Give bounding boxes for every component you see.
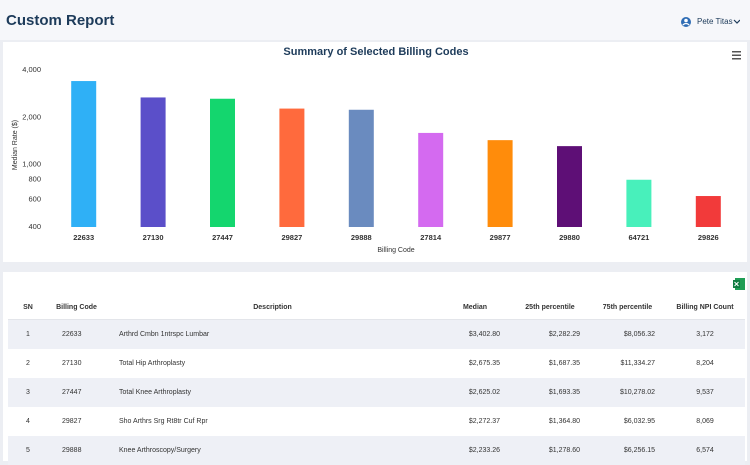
- table-cell: Total Hip Arthroplasty: [119, 360, 186, 367]
- table-row: 4 29827 Sho Arthrs Srg Rt8tr Cuf Rpr $2,272…: [8, 407, 745, 436]
- user-name[interactable]: Pete Titas: [697, 17, 733, 26]
- table-cell: $6,032.95: [623, 418, 655, 425]
- table-cell: Sho Arthrs Srg Rt8tr Cuf Rpr: [119, 418, 208, 425]
- x-tick-label: 27447: [212, 233, 233, 242]
- x-tick-label: 29877: [490, 233, 511, 242]
- table-cell: $10,278.02: [590, 378, 665, 407]
- table-cell: $1,278.60: [510, 436, 590, 465]
- table-cell: $2,233.26: [440, 436, 510, 465]
- table-cell: $2,282.29: [510, 319, 590, 349]
- table-cell: $3,402.80: [440, 319, 510, 349]
- table-cell: $11,334.27: [620, 360, 655, 367]
- table-cell: 29827: [62, 418, 82, 425]
- table-cell: $2,272.37: [468, 418, 500, 425]
- table-cell: $1,687.35: [548, 360, 580, 367]
- y-axis-label: Median Rate ($): [12, 120, 19, 170]
- column-header: Billing Code: [48, 296, 105, 320]
- table-cell: Arthrd Cmbn 1ntrspc Lumbar: [105, 319, 440, 349]
- bar: [695, 196, 721, 227]
- column-header: SN: [8, 296, 48, 320]
- bar: [557, 146, 582, 227]
- bar: [348, 109, 374, 227]
- column-header: 25th percentile: [510, 296, 590, 320]
- table-cell: 6,574: [665, 436, 745, 465]
- x-tick-label: 27130: [143, 233, 164, 242]
- table-cell: $1,364.80: [548, 418, 580, 425]
- x-tick-label: 29826: [698, 233, 719, 242]
- table-cell: $2,625.02: [440, 378, 510, 407]
- bar: [626, 179, 652, 227]
- chart-title: Summary of Selected Billing Codes: [283, 46, 468, 58]
- table-row: 2 27130 Total Hip Arthroplasty $2,675.35 $1,…: [8, 349, 745, 378]
- table-row: 5 29888 Knee Arthroscopy/Surgery $2,233.26 $…: [8, 436, 745, 465]
- column-header: 75th percentile: [590, 296, 665, 320]
- table-cell: 3,172: [665, 319, 745, 349]
- user-menu-icons[interactable]: [680, 16, 740, 28]
- chart-menu[interactable]: [732, 51, 741, 60]
- column-header: Median: [440, 296, 510, 320]
- table-cell: 5: [8, 436, 48, 465]
- y-tick-label: 4,000: [22, 65, 41, 74]
- x-tick-label: 29888: [351, 233, 372, 242]
- table-cell: $8,056.32: [590, 319, 665, 349]
- table-cell: 8,204: [696, 360, 714, 367]
- table-cell: $6,256.15: [590, 436, 665, 465]
- bar: [418, 132, 444, 227]
- table-cell: 22633: [48, 319, 105, 349]
- data-table: SN Billing Code Description Median 25th perc…: [8, 296, 745, 465]
- y-tick-label: 400: [28, 222, 41, 231]
- table-cell: 2: [26, 360, 30, 367]
- table-cell: 27447: [48, 378, 105, 407]
- bar: [279, 108, 305, 227]
- column-header: Billing NPI Count: [665, 296, 745, 320]
- bar: [71, 81, 97, 227]
- table-cell: 4: [26, 418, 30, 425]
- x-tick-label: 64721: [628, 233, 649, 242]
- bar: [487, 140, 513, 227]
- table-cell: 29888: [48, 436, 105, 465]
- table-cell: 3: [8, 378, 48, 407]
- y-tick-label: 600: [28, 194, 41, 203]
- bar: [210, 98, 235, 227]
- bar: [140, 97, 166, 227]
- chart: Summary of Selected Billing Codes Median…: [3, 42, 747, 262]
- x-tick-label: 29880: [559, 233, 580, 242]
- table-cell: 8,069: [696, 418, 714, 425]
- y-tick-label: 2,000: [22, 112, 41, 121]
- table-row: 3 27447 Total Knee Arthroplasty $2,625.02 $1…: [8, 378, 745, 407]
- column-header: Description: [105, 296, 440, 320]
- excel-export[interactable]: [733, 278, 745, 290]
- top-bar: [0, 0, 750, 40]
- x-axis-label: Billing Code: [377, 247, 414, 254]
- y-tick-label: 800: [28, 175, 41, 184]
- x-tick-label: 22633: [73, 233, 94, 242]
- table-cell: Total Knee Arthroplasty: [105, 378, 440, 407]
- table-row: 1 22633 Arthrd Cmbn 1ntrspc Lumbar $3,402.8…: [8, 319, 745, 349]
- table-cell: 1: [8, 319, 48, 349]
- table-cell: Knee Arthroscopy/Surgery: [105, 436, 440, 465]
- x-tick-label: 27814: [420, 233, 442, 242]
- table-cell: 9,537: [665, 378, 745, 407]
- table-cell: 27130: [62, 360, 82, 367]
- table-cell: $2,675.35: [468, 360, 500, 367]
- chart-card: [3, 42, 747, 262]
- table-cell: $1,693.35: [510, 378, 590, 407]
- header-row: SN Billing Code Description Median 25th perc…: [8, 296, 745, 320]
- y-tick-label: 1,000: [22, 160, 41, 169]
- page-title: Custom Report: [6, 12, 115, 29]
- x-tick-label: 29827: [281, 233, 302, 242]
